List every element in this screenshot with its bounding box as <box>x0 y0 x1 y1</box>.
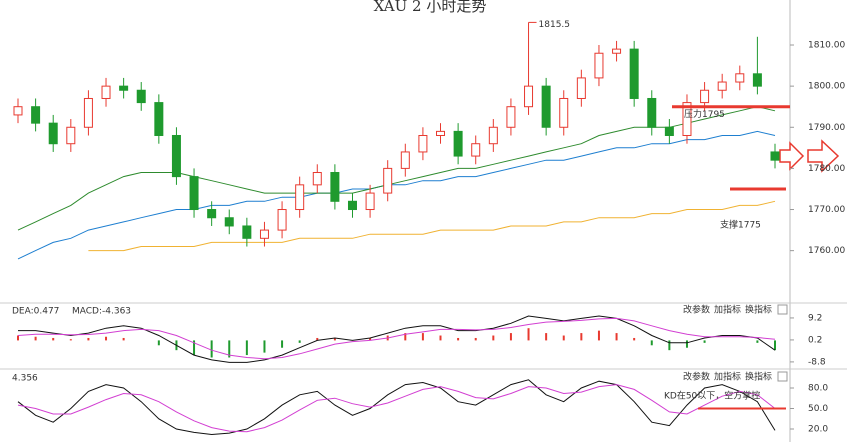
candle-body <box>365 192 375 211</box>
close-button[interactable] <box>777 371 788 382</box>
y-tick-label: 1760.00 <box>808 246 845 256</box>
y-tick-label: 0.2 <box>808 335 822 345</box>
candle-body <box>735 73 745 83</box>
candle-body <box>629 48 639 99</box>
y-tick-label: 9.2 <box>808 313 822 323</box>
candle-body <box>119 85 129 91</box>
candle-body <box>13 106 23 116</box>
candle-body <box>224 217 234 227</box>
candle-body <box>189 176 199 211</box>
candle-body <box>717 81 727 91</box>
line-series <box>88 200 776 252</box>
line-series <box>17 379 776 436</box>
arrow <box>807 139 840 173</box>
y-tick-label: 1770.00 <box>808 205 845 215</box>
indicator-header: MACD:-4.363 <box>72 307 131 317</box>
y-tick-label: 80.0 <box>808 383 828 393</box>
candle-body <box>594 52 604 79</box>
candle-body <box>700 89 710 104</box>
toolbar-button[interactable]: 改参数 <box>683 371 710 383</box>
toolbar-button[interactable]: 加指标 <box>714 304 741 316</box>
candle-body <box>752 73 762 87</box>
y-tick-label: 1800.00 <box>808 82 845 92</box>
candle-body <box>488 126 498 145</box>
candle-body <box>66 126 76 145</box>
y-tick-label: 20.0 <box>808 425 828 435</box>
candle-body <box>295 184 305 211</box>
indicator-header: DEA:0.477 <box>12 307 59 317</box>
y-tick-label: 1810.00 <box>808 41 845 51</box>
candle-body <box>330 172 340 202</box>
candle-body <box>154 102 164 136</box>
candle-body <box>171 134 181 178</box>
candle-body <box>682 102 692 136</box>
candle-body <box>31 106 41 124</box>
annotation: 1815.5 <box>539 20 571 30</box>
toolbar-button[interactable]: 加指标 <box>714 371 741 383</box>
level-label: 压力1795 <box>684 108 725 120</box>
y-tick-label: 1780.00 <box>808 164 845 174</box>
candle-body <box>664 126 674 136</box>
y-tick-label: -8.8 <box>808 357 826 367</box>
candle-body <box>383 167 393 194</box>
level-label: 支撑1775 <box>720 218 761 230</box>
candle-body <box>312 172 322 186</box>
candle-body <box>101 85 111 99</box>
candle-body <box>418 134 428 153</box>
candle-body <box>136 89 146 104</box>
toolbar-button[interactable]: 换指标 <box>745 304 772 316</box>
arrow <box>779 141 805 171</box>
y-tick-label: 50.0 <box>808 404 828 414</box>
candle-body <box>347 200 357 211</box>
candle-body <box>48 122 58 145</box>
candle-body <box>506 106 516 128</box>
candle-body <box>770 151 780 161</box>
candle-body <box>436 130 446 136</box>
candle-body <box>259 229 269 239</box>
line-series <box>17 317 776 360</box>
close-button[interactable] <box>777 304 788 315</box>
candle-body <box>207 209 217 219</box>
line-series <box>17 384 776 433</box>
toolbar-button[interactable]: 改参数 <box>683 304 710 316</box>
y-tick-label: 1790.00 <box>808 123 845 133</box>
chart-title: XAU 2 小时走势 <box>374 0 487 15</box>
candle-body <box>524 85 534 108</box>
candle-body <box>612 48 622 54</box>
candle-body <box>647 97 657 128</box>
candle-body <box>576 77 586 99</box>
candle-body <box>453 130 463 157</box>
toolbar-button[interactable]: 换指标 <box>745 371 772 383</box>
candle-body <box>541 85 551 128</box>
indicator-header: 4.356 <box>12 374 38 384</box>
candle-body <box>559 97 569 128</box>
candle-body <box>277 209 287 231</box>
candle-body <box>471 143 481 157</box>
candle-body <box>400 151 410 169</box>
annotation: KD在50以下，空方掌控 <box>664 390 760 402</box>
candle-body <box>83 97 93 128</box>
line-series <box>17 130 776 260</box>
candle-body <box>242 225 252 239</box>
